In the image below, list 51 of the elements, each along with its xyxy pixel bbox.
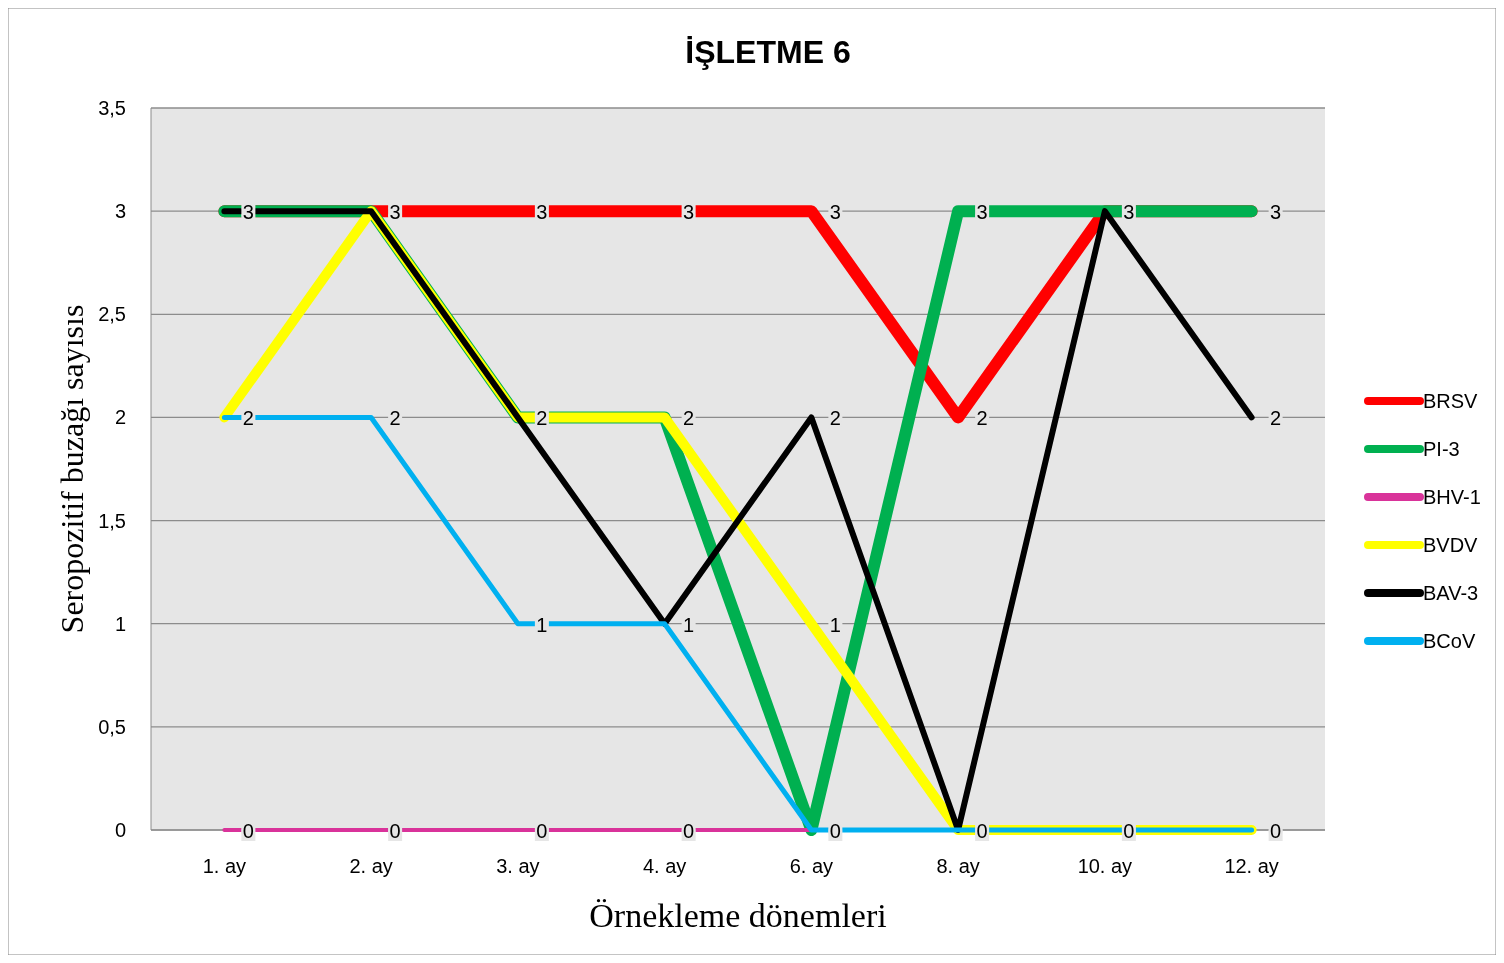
data-label: 2 (829, 407, 841, 430)
data-label: 3 (242, 201, 254, 224)
x-tick-label: 1. ay (202, 855, 247, 877)
data-label: 0 (829, 820, 841, 842)
data-label: 2 (536, 407, 548, 430)
legend-label: BRSV (1423, 390, 1479, 412)
x-axis-title: Örnekleme dönemleri (589, 897, 887, 934)
x-tick-label: 2. ay (349, 855, 393, 877)
data-label: 3 (1270, 201, 1282, 224)
y-tick-label: 3,5 (98, 97, 126, 119)
x-tick-label: 10. ay (1077, 855, 1133, 877)
data-label: 0 (536, 820, 548, 842)
y-tick-label: 1 (114, 612, 126, 635)
data-label: 2 (683, 407, 695, 430)
legend-label: BHV-1 (1423, 486, 1481, 508)
y-tick-label: 3 (114, 200, 126, 223)
data-label: 0 (1123, 820, 1135, 842)
data-label: 0 (242, 820, 254, 842)
data-label: 1 (829, 613, 841, 636)
data-label: 3 (683, 201, 695, 224)
data-label: 2 (242, 407, 254, 430)
data-label: 0 (683, 820, 695, 842)
x-tick-label: 3. ay (496, 855, 540, 877)
data-label: 0 (389, 820, 401, 842)
data-label: 0 (976, 820, 988, 842)
data-label: 3 (536, 201, 548, 224)
x-tick-label: 6. ay (789, 855, 834, 877)
data-label: 1 (536, 613, 548, 636)
y-axis-title: Seropozitif buzağı sayısıs (54, 304, 90, 634)
data-label: 3 (976, 201, 988, 224)
data-label: 2 (389, 407, 401, 430)
legend-label: PI-3 (1423, 438, 1460, 460)
data-label: 3 (389, 201, 401, 224)
legend-label: BAV-3 (1423, 582, 1479, 604)
x-tick-label: 8. ay (936, 855, 980, 877)
y-tick-label: 2 (114, 406, 126, 429)
data-label: 1 (683, 613, 695, 636)
y-tick-label: 2,5 (98, 303, 126, 326)
y-tick-label: 1,5 (98, 509, 126, 532)
data-label: 3 (829, 201, 841, 224)
data-label: 3 (1123, 201, 1135, 224)
legend-label: BCoV (1423, 630, 1476, 652)
y-tick-label: 0,5 (98, 715, 126, 738)
y-tick-label: 0 (114, 819, 126, 841)
chart-title: İŞLETME 6 (685, 34, 851, 70)
x-tick-label: 4. ay (642, 855, 687, 877)
data-label: 0 (1270, 820, 1282, 842)
legend-label: BVDV (1423, 534, 1479, 556)
data-label: 2 (976, 407, 988, 430)
x-tick-label: 12. ay (1224, 855, 1279, 877)
data-label: 2 (1270, 407, 1282, 430)
